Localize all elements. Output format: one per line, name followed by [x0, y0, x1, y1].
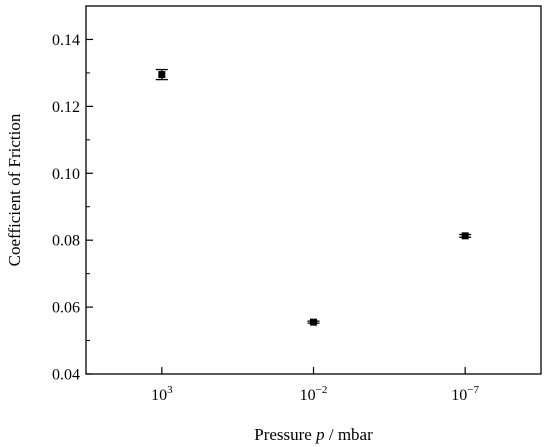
x-tick-label: 103: [151, 384, 173, 404]
x-tick-label: 10−7: [451, 384, 479, 404]
y-tick-label: 0.14: [52, 32, 80, 49]
y-tick-label: 0.08: [52, 233, 80, 250]
plot-frame: [85, 5, 542, 375]
x-tick-label-base: 10: [300, 387, 316, 404]
ticks-layer: [86, 38, 466, 375]
y-tick-label: 0.06: [52, 300, 80, 317]
x-axis-label: Pressure p / mbar: [254, 425, 373, 444]
y-tick-label: 0.12: [52, 99, 80, 116]
x-axis-label-suffix: / mbar: [325, 425, 373, 444]
y-tick-label: 0.10: [52, 166, 80, 183]
y-axis-label: Coefficient of Friction: [5, 113, 24, 266]
y-tick-label: 0.04: [52, 367, 80, 384]
x-tick-label-exponent: −7: [467, 384, 479, 396]
x-tick-label-base: 10: [151, 387, 167, 404]
x-axis-label-prefix: Pressure: [254, 425, 316, 444]
marks-layer: [155, 68, 472, 326]
data-point: [461, 232, 469, 240]
data-point: [310, 318, 317, 326]
data-point: [158, 71, 166, 79]
x-tick-label: 10−2: [300, 384, 328, 404]
x-tick-label-exponent: 3: [167, 384, 173, 396]
x-tick-label-exponent: −2: [316, 384, 328, 396]
x-tick-label-base: 10: [451, 387, 467, 404]
x-axis-label-variable: p: [315, 425, 325, 444]
